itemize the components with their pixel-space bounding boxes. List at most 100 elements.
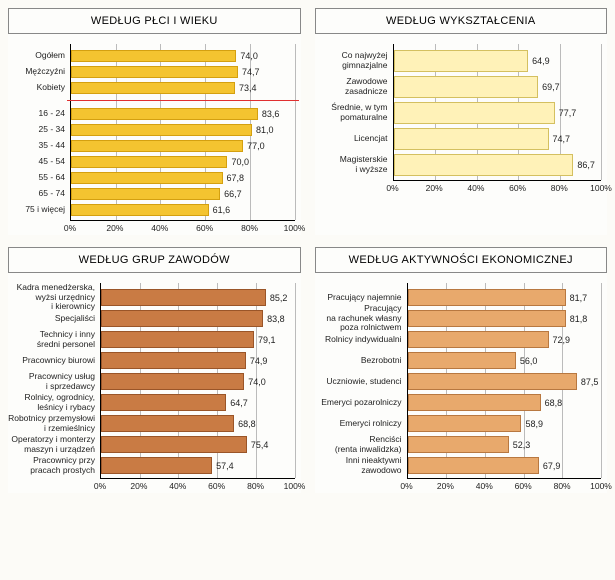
x-tick-label: 80% [241,223,258,233]
bar-row: Pracownicy przypracach prostych57,4 [101,455,295,476]
bar [408,415,522,432]
bar-row: Emeryci rolniczy58,9 [408,413,602,434]
row-label: Co najwyżejgimnazjalne [310,51,388,71]
bar-value: 57,4 [216,461,234,471]
bar-row: Rolnicy indywidualni72,9 [408,329,602,350]
plot-region: Pracujący najemnie81,7Pracującyna rachun… [407,283,602,479]
bar [394,102,555,124]
row-label: Emeryci pozarolniczy [310,398,402,408]
bar-value: 74,0 [248,377,266,387]
bar [101,331,254,348]
bar-value: 67,9 [543,461,561,471]
x-tick-label: 40% [476,481,493,491]
bar-value: 79,1 [258,335,276,345]
bar-row: 16 - 2483,6 [71,106,295,122]
bar [101,415,234,432]
plot-region: Co najwyżejgimnazjalne64,9Zawodowezasadn… [393,44,602,181]
x-tick-label: 40% [169,481,186,491]
bar-row: Inni nieaktywnizawodowo67,9 [408,455,602,476]
row-label: Kobiety [3,83,65,93]
charts-grid: WEDŁUG PŁCI I WIEKUOgółem74,0Mężczyźni74… [8,8,607,493]
x-tick-label: 20% [426,183,443,193]
row-label: 16 - 24 [3,109,65,119]
bar-row: Magisterskiei wyższe86,7 [394,152,602,178]
bar-row: 75 i więcej61,6 [71,202,295,218]
row-label: 45 - 54 [3,157,65,167]
panel-title: WEDŁUG GRUP ZAWODÓW [8,247,301,273]
bar [408,331,549,348]
bar-value: 74,0 [240,51,258,61]
x-tick-label: 20% [130,481,147,491]
bar [408,457,539,474]
bar-value: 81,7 [570,293,588,303]
bar [408,373,577,390]
row-label: Renciści(renta inwalidzka) [310,435,402,455]
bar-row: Operatorzy i monterzymaszyn i urządzeń75… [101,434,295,455]
bar-row: Co najwyżejgimnazjalne64,9 [394,48,602,74]
row-label: Pracującyna rachunek własnypoza rolnictw… [310,304,402,333]
bar [408,436,509,453]
x-tick-label: 60% [515,481,532,491]
bar-value: 73,4 [239,83,257,93]
bar [394,50,529,72]
bar [71,82,235,94]
x-tick-label: 80% [247,481,264,491]
row-label: Technicy i innyśredni personel [3,330,95,350]
row-label: Emeryci rolniczy [310,419,402,429]
x-tick-label: 0% [64,223,76,233]
row-label: Zawodowezasadnicze [310,77,388,97]
row-label: Ogółem [3,51,65,61]
bar-value: 77,7 [559,108,577,118]
bar [394,128,549,150]
bar-row: Pracujący najemnie81,7 [408,287,602,308]
bar [71,66,238,78]
x-tick-label: 100% [590,183,612,193]
bar-value: 74,9 [250,356,268,366]
chart-panel: WEDŁUG PŁCI I WIEKUOgółem74,0Mężczyźni74… [8,8,301,235]
bar-row: Pracownicy usługi sprzedawcy74,0 [101,371,295,392]
bar [71,50,236,62]
bar-value: 85,2 [270,293,288,303]
chart-panel: WEDŁUG AKTYWNOŚCI EKONOMICZNEJ Pracujący … [315,247,608,493]
row-label: Magisterskiei wyższe [310,155,388,175]
bar-value: 68,8 [545,398,563,408]
row-label: Kadra menedżerska,wyżsi urzędnicyi kiero… [3,283,95,312]
bar [394,154,574,176]
bar [101,394,226,411]
bar-row: 65 - 7466,7 [71,186,295,202]
bar-value: 81,0 [256,125,274,135]
bar-row: Zawodowezasadnicze69,7 [394,74,602,100]
x-tick-label: 60% [196,223,213,233]
x-tick-label: 40% [151,223,168,233]
bar [71,108,258,120]
bar [408,394,541,411]
bar [101,373,244,390]
bar-value: 67,8 [227,173,245,183]
bar-value: 52,3 [513,440,531,450]
row-label: Mężczyźni [3,67,65,77]
bar [394,76,539,98]
x-tick-label: 60% [208,481,225,491]
bar-row: Uczniowie, studenci87,5 [408,371,602,392]
bar [101,436,247,453]
row-label: Robotnicy przemysłowii rzemieślnicy [3,414,95,434]
row-label: Inni nieaktywnizawodowo [310,456,402,476]
bar-row: 45 - 5470,0 [71,154,295,170]
x-tick-label: 100% [590,481,612,491]
panel-title: WEDŁUG AKTYWNOŚCI EKONOMICZNEJ [315,247,608,273]
bar-row: Renciści(renta inwalidzka)52,3 [408,434,602,455]
bar-row: Technicy i innyśredni personel79,1 [101,329,295,350]
bar-value: 87,5 [581,377,599,387]
bar [408,352,516,369]
panel-title: WEDŁUG WYKSZTAŁCENIA [315,8,608,34]
row-label: 35 - 44 [3,141,65,151]
bar [101,310,263,327]
bar [408,289,566,306]
bar-value: 74,7 [553,134,571,144]
bar-row: Mężczyźni74,7 [71,64,295,80]
x-tick-label: 0% [94,481,106,491]
panel-title: WEDŁUG PŁCI I WIEKU [8,8,301,34]
bar-value: 64,7 [230,398,248,408]
row-label: 55 - 64 [3,173,65,183]
chart-panel: WEDŁUG GRUP ZAWODÓWKadra menedżerska,wyż… [8,247,301,493]
